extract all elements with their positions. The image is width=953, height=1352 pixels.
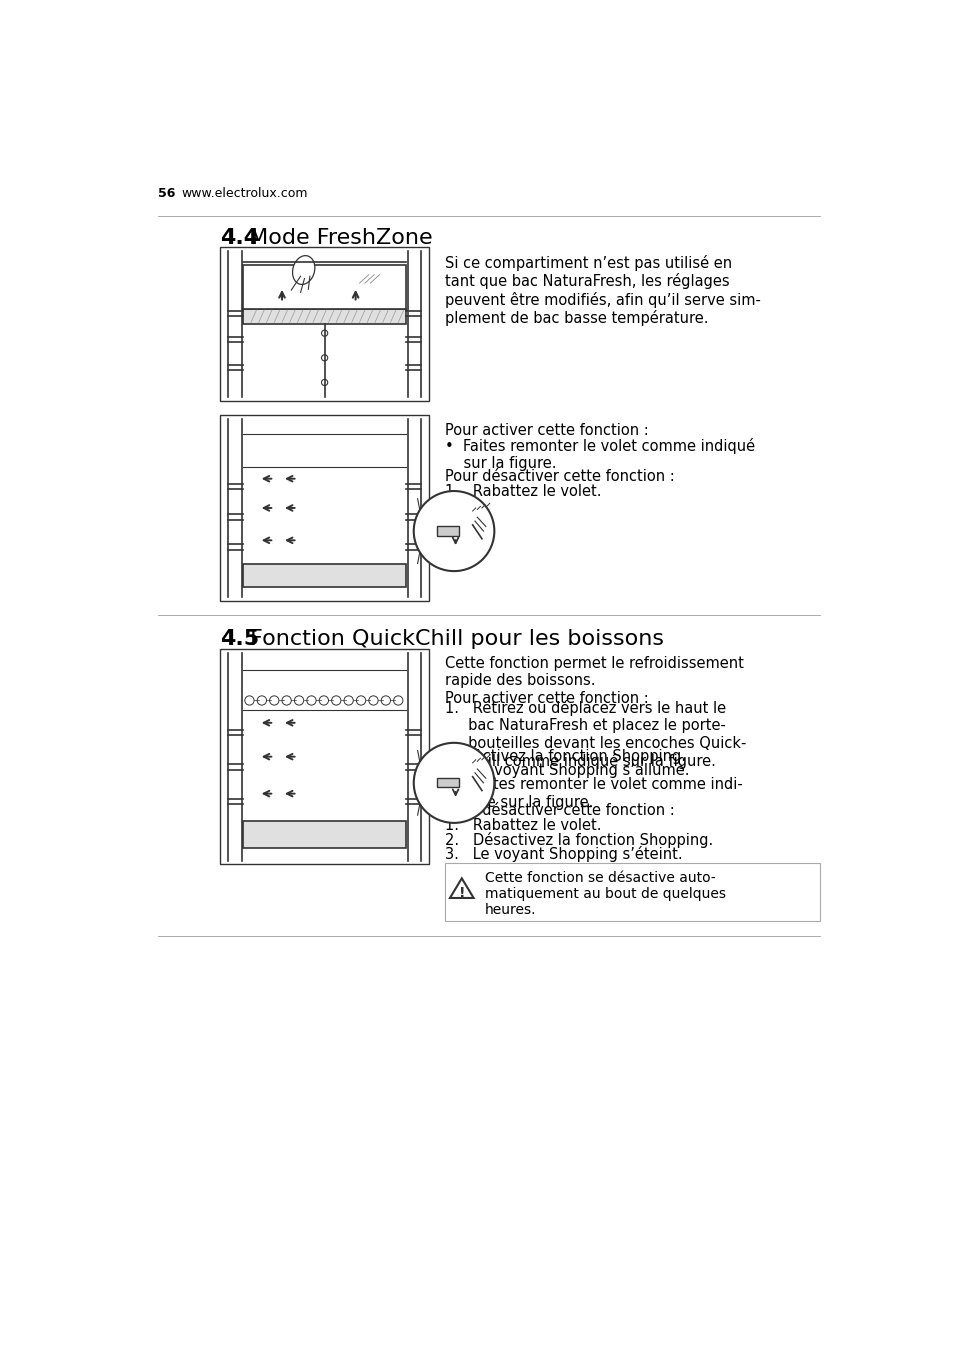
Text: 4.   Faites remonter le volet comme indi-
     qué sur la figure.: 4. Faites remonter le volet comme indi- … — [444, 776, 741, 810]
Bar — [220, 649, 429, 864]
Text: 3.   Le voyant Shopping s’éteint.: 3. Le voyant Shopping s’éteint. — [444, 846, 681, 863]
Text: !: ! — [458, 886, 464, 900]
Circle shape — [394, 696, 402, 706]
Circle shape — [294, 696, 303, 706]
Circle shape — [344, 696, 353, 706]
Circle shape — [245, 696, 253, 706]
Circle shape — [381, 696, 390, 706]
Bar — [243, 308, 406, 324]
Circle shape — [414, 742, 494, 823]
Circle shape — [307, 696, 315, 706]
Circle shape — [319, 696, 328, 706]
Text: 3.   Le voyant Shopping s’allume.: 3. Le voyant Shopping s’allume. — [444, 763, 688, 777]
Text: Mode FreshZone: Mode FreshZone — [241, 227, 432, 247]
Text: www.electrolux.com: www.electrolux.com — [181, 187, 308, 200]
Text: 2.   Activez la fonction Shopping.: 2. Activez la fonction Shopping. — [444, 749, 685, 764]
Text: Fonction QuickChill pour les boissons: Fonction QuickChill pour les boissons — [243, 629, 663, 649]
Text: 1.   Rabattez le volet.: 1. Rabattez le volet. — [444, 818, 600, 833]
Circle shape — [270, 696, 278, 706]
Text: 56: 56 — [158, 187, 175, 200]
Polygon shape — [450, 879, 473, 898]
Ellipse shape — [293, 256, 314, 284]
Circle shape — [414, 491, 494, 571]
Text: 4.4: 4.4 — [220, 227, 259, 247]
Bar — [243, 822, 406, 848]
Text: Pour désactiver cette fonction :: Pour désactiver cette fonction : — [444, 469, 674, 484]
Bar — [220, 415, 429, 602]
Bar — [436, 779, 458, 787]
Text: Cette fonction permet le refroidissement
rapide des boissons.
Pour activer cette: Cette fonction permet le refroidissement… — [444, 656, 742, 706]
Circle shape — [257, 696, 266, 706]
Text: •  Faites remonter le volet comme indiqué
    sur la figure.: • Faites remonter le volet comme indiqué… — [444, 438, 754, 472]
Text: 1.   Retirez ou déplacez vers le haut le
     bac NaturaFresh et placez le porte: 1. Retirez ou déplacez vers le haut le b… — [444, 700, 745, 769]
Bar — [444, 863, 819, 921]
Text: 4.5: 4.5 — [220, 629, 259, 649]
Bar — [436, 526, 458, 535]
Text: Si ce compartiment n’est pas utilisé en
tant que bac NaturaFresh, les réglages
p: Si ce compartiment n’est pas utilisé en … — [444, 254, 760, 326]
Text: 1.   Rabattez le volet.: 1. Rabattez le volet. — [444, 484, 600, 499]
Text: 2.   Désactivez la fonction Shopping.: 2. Désactivez la fonction Shopping. — [444, 831, 712, 848]
Bar — [243, 564, 406, 587]
Circle shape — [332, 696, 340, 706]
Circle shape — [369, 696, 377, 706]
Circle shape — [356, 696, 365, 706]
Bar — [243, 265, 406, 308]
Circle shape — [282, 696, 291, 706]
Text: Pour activer cette fonction :: Pour activer cette fonction : — [444, 423, 648, 438]
Text: Pour désactiver cette fonction :: Pour désactiver cette fonction : — [444, 803, 674, 818]
Bar — [220, 247, 429, 402]
Text: Cette fonction se désactive auto-
matiquement au bout de quelques
heures.: Cette fonction se désactive auto- matiqu… — [484, 871, 725, 917]
